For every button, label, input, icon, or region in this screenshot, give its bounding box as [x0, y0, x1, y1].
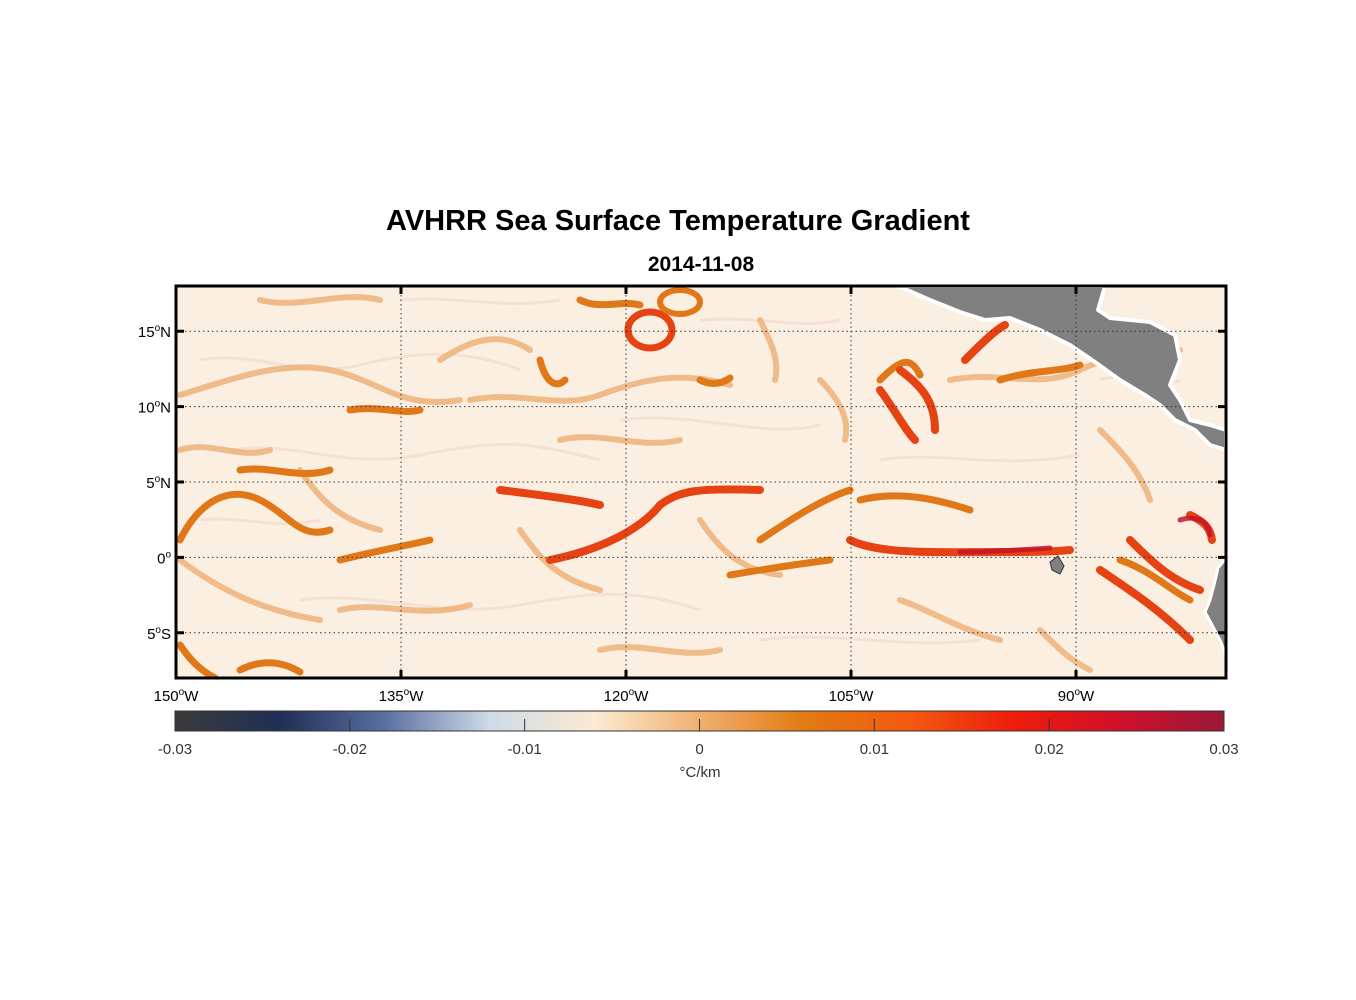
eddy-ring-feature	[624, 287, 703, 352]
background-texture	[199, 297, 1181, 645]
lon-tick-label: 135oW	[379, 687, 425, 705]
colorbar-tick-label: -0.02	[333, 741, 367, 758]
lat-tick-label: 10oN	[138, 399, 171, 417]
lat-tick-label: 5oS	[147, 625, 171, 643]
lat-tick-label: 15oN	[138, 323, 171, 341]
map-title: AVHRR Sea Surface Temperature Gradient	[386, 205, 970, 237]
lon-tick-label: 150oW	[154, 687, 200, 705]
colorbar-tick-label: 0	[695, 741, 703, 758]
lat-tick-label: 5oN	[146, 474, 171, 492]
medium-gradient-fronts	[176, 296, 1194, 678]
peak-gradient-core	[957, 515, 1213, 555]
map-panel	[176, 286, 1226, 678]
colorbar-tick-label: -0.03	[158, 741, 192, 758]
colorbar-tick-label: 0.01	[860, 741, 889, 758]
lon-tick-label: 105oW	[829, 687, 875, 705]
central-america-landmass	[896, 286, 1226, 452]
map-subtitle: 2014-11-08	[647, 253, 755, 276]
colorbar-tick-label: 0.02	[1035, 741, 1064, 758]
latitude-labels: 15oN 10oN 5oN 0o 5oS	[138, 323, 172, 643]
colorbar-tick-label: -0.01	[508, 741, 542, 758]
longitude-labels: 150oW 135oW 120oW 105oW 90oW	[154, 687, 1095, 705]
south-america-landmass	[1203, 555, 1226, 656]
galapagos-islands	[1049, 555, 1065, 575]
lon-tick-label: 120oW	[604, 687, 650, 705]
strong-gradient-fronts	[496, 321, 1216, 644]
colorbar-units: °C/km	[679, 764, 721, 781]
colorbar-tick-label: 0.03	[1209, 741, 1238, 758]
lon-tick-label: 90oW	[1058, 687, 1095, 705]
ocean-background	[176, 286, 1226, 678]
frame-ticks	[174, 286, 1226, 678]
colorbar-ticks: -0.03 -0.02 -0.01 0 0.01 0.02 0.03	[158, 719, 1239, 758]
lat-tick-label: 0o	[157, 549, 171, 567]
